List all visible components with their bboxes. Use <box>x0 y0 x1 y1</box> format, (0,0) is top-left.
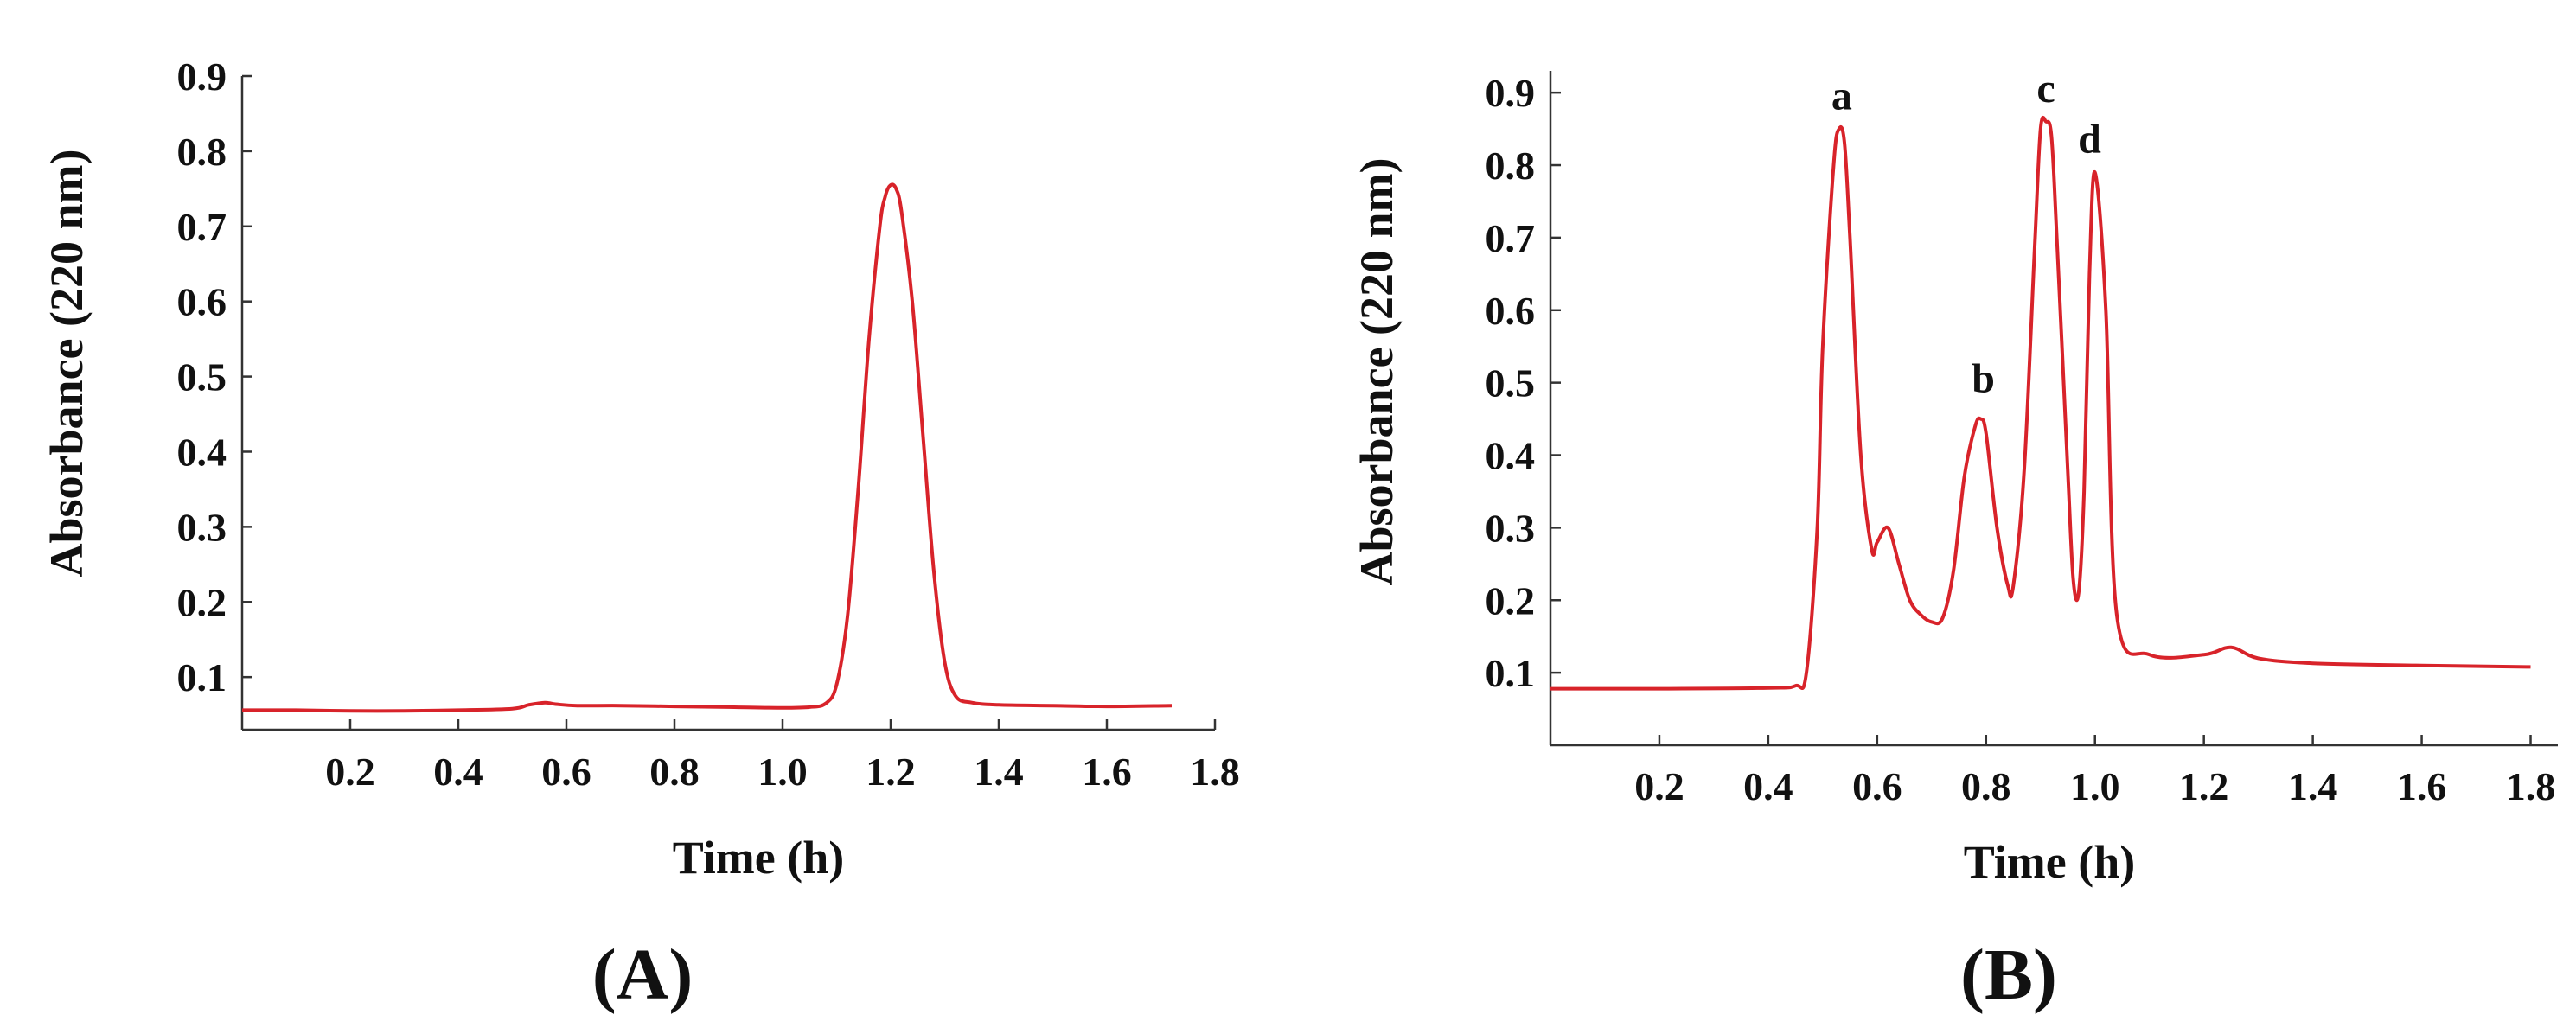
chart-panel-a: 0.1 0.2 0.3 0.4 0.5 0.6 0.7 0.8 0.9 0.2 0.4 0.6 0.8 1… <box>41 54 1240 1015</box>
y-tick-label: 0.2 <box>177 580 227 624</box>
y-tick-label: 0.1 <box>1486 651 1536 695</box>
y-tick-label: 0.3 <box>177 505 227 549</box>
y-tick-label: 0.7 <box>177 205 227 249</box>
y-tick-label: 0.9 <box>177 54 227 99</box>
x-tick-label: 1.6 <box>1082 750 1132 794</box>
y-tick-label: 0.5 <box>177 355 227 399</box>
x-tick-label: 0.4 <box>1743 764 1793 808</box>
panel-label: (B) <box>1960 935 2057 1015</box>
x-axis-title: Time (h) <box>673 832 845 884</box>
x-tick-label: 0.2 <box>1634 764 1684 808</box>
x-tick-label: 1.0 <box>2070 764 2120 808</box>
y-tick-label: 0.5 <box>1486 361 1536 405</box>
y-tick-label: 0.1 <box>177 655 227 699</box>
y-tick-label: 0.8 <box>1486 144 1536 188</box>
x-tick-label: 1.4 <box>2288 764 2338 808</box>
series-line <box>1550 115 2531 691</box>
y-axis-title: Absorbance (220 nm) <box>1351 158 1403 586</box>
y-tick-label: 0.7 <box>1486 216 1536 260</box>
peak-label-a: a <box>1831 73 1852 118</box>
x-tick-label: 0.8 <box>649 750 700 794</box>
x-tick-label: 1.8 <box>1190 750 1240 794</box>
y-tick-label: 0.4 <box>1486 434 1536 478</box>
x-tick-label: 0.2 <box>325 750 375 794</box>
x-tick-label: 1.4 <box>974 750 1024 794</box>
y-tick-label: 0.4 <box>177 430 227 474</box>
y-tick-label: 0.6 <box>1486 289 1536 333</box>
peak-label-d: d <box>2078 117 2101 163</box>
x-tick-label: 0.6 <box>1852 764 1902 808</box>
x-tick-label: 1.0 <box>757 750 808 794</box>
chart-panel-b: 0.1 0.2 0.3 0.4 0.5 0.6 0.7 0.8 0.9 0.2 0.4 0.6 0.8 1… <box>1351 66 2558 1015</box>
x-tick-label: 1.2 <box>2179 764 2229 808</box>
x-tick-label: 1.8 <box>2506 764 2556 808</box>
y-axis-title: Absorbance (220 nm) <box>41 150 93 578</box>
y-tick-label: 0.8 <box>177 130 227 174</box>
panel-label: (A) <box>592 935 694 1015</box>
x-tick-label: 1.2 <box>866 750 916 794</box>
x-tick-label: 1.6 <box>2397 764 2447 808</box>
y-tick-label: 0.9 <box>1486 71 1536 115</box>
y-tick-label: 0.6 <box>177 280 227 324</box>
x-tick-label: 0.4 <box>433 750 483 794</box>
x-tick-label: 0.8 <box>1961 764 2011 808</box>
x-axis-title: Time (h) <box>1964 836 2136 888</box>
y-tick-label: 0.2 <box>1486 578 1536 622</box>
y-tick-label: 0.3 <box>1486 506 1536 550</box>
series-line <box>241 182 1173 713</box>
x-tick-label: 0.6 <box>541 750 591 794</box>
peak-label-b: b <box>1972 355 1995 401</box>
peak-label-c: c <box>2036 66 2055 112</box>
